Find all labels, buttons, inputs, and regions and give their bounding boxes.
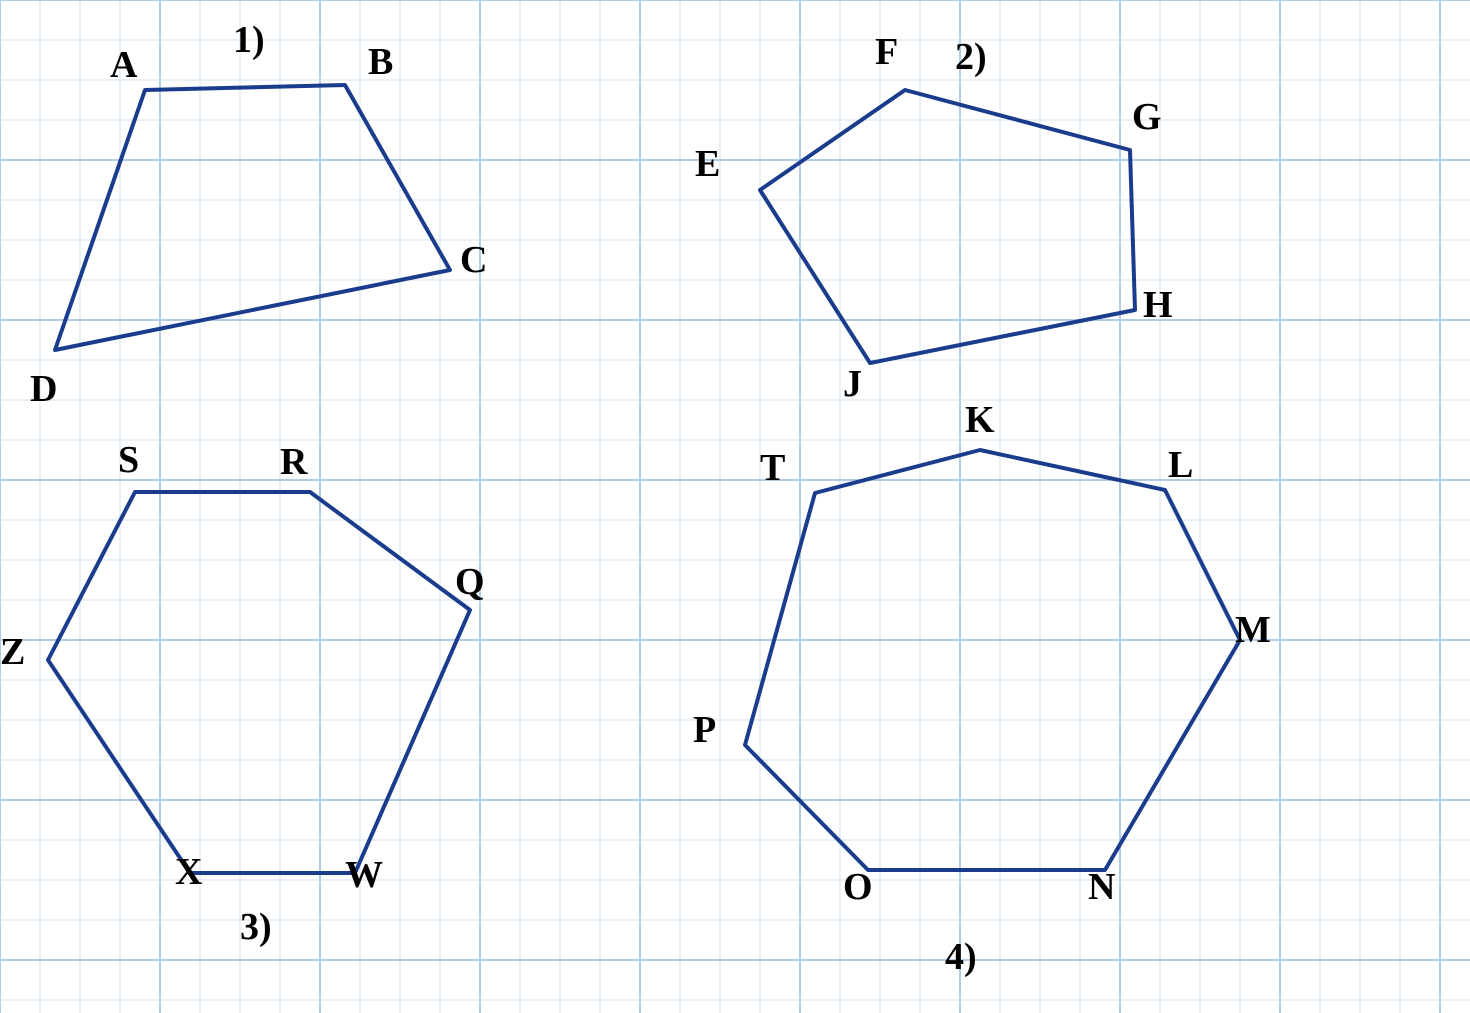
vertex-label-G: G	[1132, 95, 1162, 139]
vertex-label-T: T	[760, 446, 785, 490]
number-label-3: 3)	[240, 905, 272, 949]
vertex-label-N: N	[1088, 865, 1115, 909]
vertex-label-Q: Q	[455, 560, 485, 604]
vertex-label-F: F	[875, 30, 898, 74]
vertex-label-K: K	[965, 398, 995, 442]
vertex-label-O: O	[843, 865, 873, 909]
vertex-label-Z: Z	[0, 630, 25, 674]
vertex-label-W: W	[345, 853, 383, 897]
number-label-2: 2)	[955, 35, 987, 79]
diagram-svg	[0, 0, 1470, 1013]
vertex-label-A: A	[110, 43, 137, 87]
vertex-label-P: P	[693, 708, 716, 752]
diagram-canvas	[0, 0, 1470, 1013]
vertex-label-D: D	[30, 367, 57, 411]
number-label-4: 4)	[945, 935, 977, 979]
vertex-label-L: L	[1168, 443, 1193, 487]
vertex-label-E: E	[695, 142, 720, 186]
vertex-label-R: R	[280, 440, 307, 484]
vertex-label-C: C	[460, 238, 487, 282]
vertex-label-J: J	[843, 362, 862, 406]
vertex-label-H: H	[1143, 283, 1173, 327]
vertex-label-S: S	[118, 438, 139, 482]
vertex-label-X: X	[175, 850, 202, 894]
vertex-label-B: B	[368, 40, 393, 84]
vertex-label-M: M	[1235, 608, 1271, 652]
number-label-1: 1)	[233, 18, 265, 62]
